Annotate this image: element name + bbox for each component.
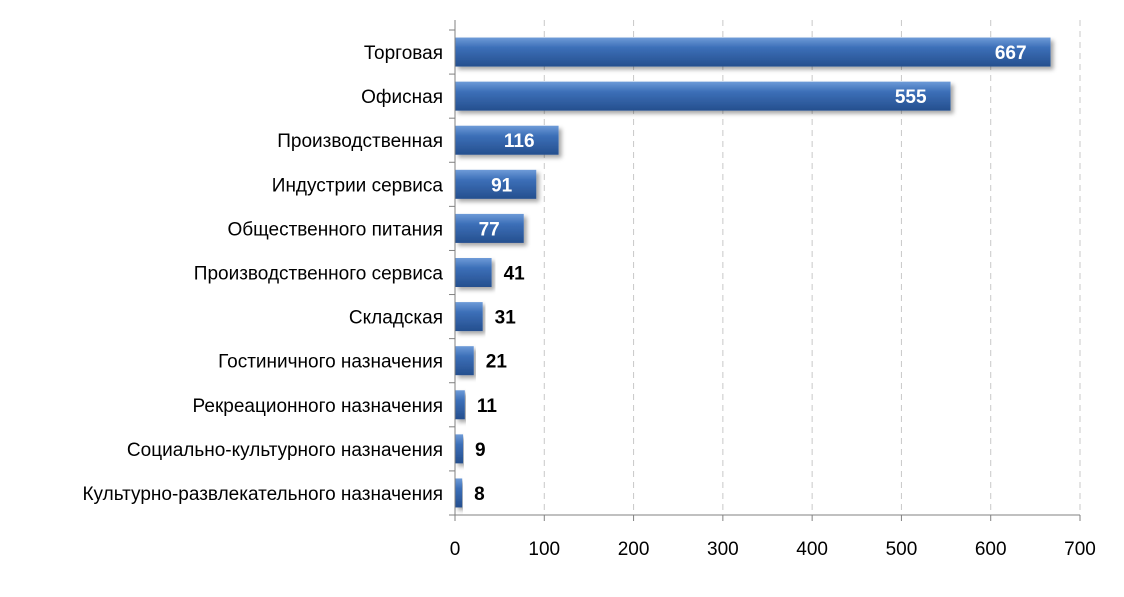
bar (455, 81, 951, 111)
bar (455, 213, 524, 243)
category-label: Гостиничного назначения (218, 352, 443, 373)
value-label: 21 (486, 352, 508, 373)
bar (455, 258, 492, 287)
bar (455, 390, 465, 420)
value-label: 77 (479, 219, 500, 240)
x-tick-label: 200 (618, 539, 650, 560)
bar (455, 302, 483, 332)
category-label: Общественного питания (227, 219, 443, 240)
x-tick-label: 300 (707, 539, 739, 560)
bar (455, 346, 474, 376)
category-label: Складская (349, 308, 443, 329)
x-tick-label: 400 (796, 539, 828, 560)
bar (455, 125, 559, 155)
category-label: Производственная (277, 131, 443, 152)
bar (455, 478, 463, 508)
value-label: 31 (495, 308, 517, 329)
value-label: 41 (504, 264, 526, 285)
x-tick-label: 700 (1064, 539, 1096, 560)
value-label: 9 (475, 440, 486, 461)
category-label: Культурно-развлекательного назначения (82, 484, 443, 505)
x-tick-label: 600 (975, 539, 1007, 560)
bar (455, 169, 537, 199)
axes (449, 20, 1081, 521)
bars (455, 37, 1051, 508)
x-tick-label: 100 (528, 539, 560, 560)
bar (455, 37, 1051, 67)
category-label: Социально-культурного назначения (127, 440, 443, 461)
value-label: 8 (474, 484, 485, 505)
labels: 0 100 200 300 400 500 600 700 Торговая 667 Офисная… (82, 43, 1095, 560)
category-label: Производственного сервиса (194, 264, 444, 285)
value-label: 11 (477, 396, 498, 417)
category-label: Офисная (361, 87, 443, 108)
category-label: Индустрии сервиса (272, 175, 444, 196)
value-label: 116 (504, 131, 535, 152)
value-label: 91 (491, 175, 513, 196)
category-label: Торговая (364, 43, 443, 64)
value-label: 555 (895, 87, 927, 108)
x-tick-label: 0 (450, 539, 461, 560)
category-label: Рекреационного назначения (193, 396, 443, 417)
x-tick-label: 500 (886, 539, 918, 560)
value-label: 667 (995, 43, 1027, 64)
bar (455, 434, 464, 464)
